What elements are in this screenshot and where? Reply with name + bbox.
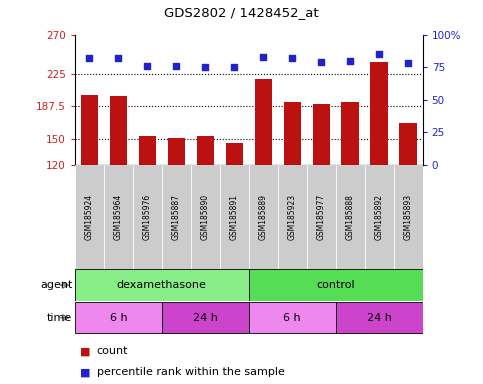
Bar	[249, 270, 423, 301]
Point	[230, 64, 238, 70]
Bar	[307, 165, 336, 269]
Bar	[220, 165, 249, 269]
Text: GSM185977: GSM185977	[317, 194, 326, 240]
Bar	[255, 79, 272, 165]
Text: 6 h: 6 h	[284, 313, 301, 323]
Text: agent: agent	[40, 280, 72, 290]
Point	[85, 55, 93, 61]
Text: ■: ■	[80, 346, 90, 356]
Bar	[226, 143, 243, 165]
Point	[346, 58, 354, 64]
Text: control: control	[316, 280, 355, 290]
Text: GSM185887: GSM185887	[172, 194, 181, 240]
Bar	[81, 96, 98, 165]
Point	[404, 60, 412, 66]
Bar	[336, 165, 365, 269]
Point	[375, 51, 383, 57]
Point	[114, 55, 122, 61]
Text: GSM185964: GSM185964	[114, 194, 123, 240]
Point	[259, 54, 267, 60]
Text: count: count	[97, 346, 128, 356]
Bar	[197, 136, 214, 165]
Bar	[249, 165, 278, 269]
Bar	[75, 165, 104, 269]
Bar	[133, 165, 162, 269]
Point	[201, 64, 209, 70]
Bar	[284, 102, 301, 165]
Bar	[249, 302, 336, 333]
Text: 6 h: 6 h	[110, 313, 127, 323]
Bar	[139, 136, 156, 165]
Point	[288, 55, 296, 61]
Text: GSM185893: GSM185893	[404, 194, 412, 240]
Text: GSM185923: GSM185923	[288, 194, 297, 240]
Text: GSM185891: GSM185891	[230, 194, 239, 240]
Text: time: time	[47, 313, 72, 323]
Text: GSM185976: GSM185976	[143, 194, 152, 240]
Point	[317, 59, 325, 65]
Text: 24 h: 24 h	[367, 313, 392, 323]
Text: ■: ■	[80, 367, 90, 377]
Bar	[341, 102, 359, 165]
Bar	[191, 165, 220, 269]
Bar	[399, 123, 417, 165]
Bar	[370, 63, 388, 165]
Bar	[162, 165, 191, 269]
Text: 24 h: 24 h	[193, 313, 218, 323]
Bar	[75, 302, 162, 333]
Bar	[104, 165, 133, 269]
Bar	[110, 96, 127, 165]
Text: GSM185924: GSM185924	[85, 194, 94, 240]
Bar	[162, 302, 249, 333]
Text: GSM185892: GSM185892	[375, 194, 384, 240]
Text: GSM185890: GSM185890	[201, 194, 210, 240]
Bar	[278, 165, 307, 269]
Bar	[313, 104, 330, 165]
Bar	[75, 270, 249, 301]
Text: GDS2802 / 1428452_at: GDS2802 / 1428452_at	[164, 6, 319, 19]
Text: percentile rank within the sample: percentile rank within the sample	[97, 367, 284, 377]
Bar	[168, 138, 185, 165]
Text: GSM185888: GSM185888	[346, 194, 355, 240]
Point	[172, 63, 180, 69]
Bar	[394, 165, 423, 269]
Bar	[365, 165, 394, 269]
Bar	[336, 302, 423, 333]
Text: dexamethasone: dexamethasone	[117, 280, 207, 290]
Text: GSM185889: GSM185889	[259, 194, 268, 240]
Point	[143, 63, 151, 69]
